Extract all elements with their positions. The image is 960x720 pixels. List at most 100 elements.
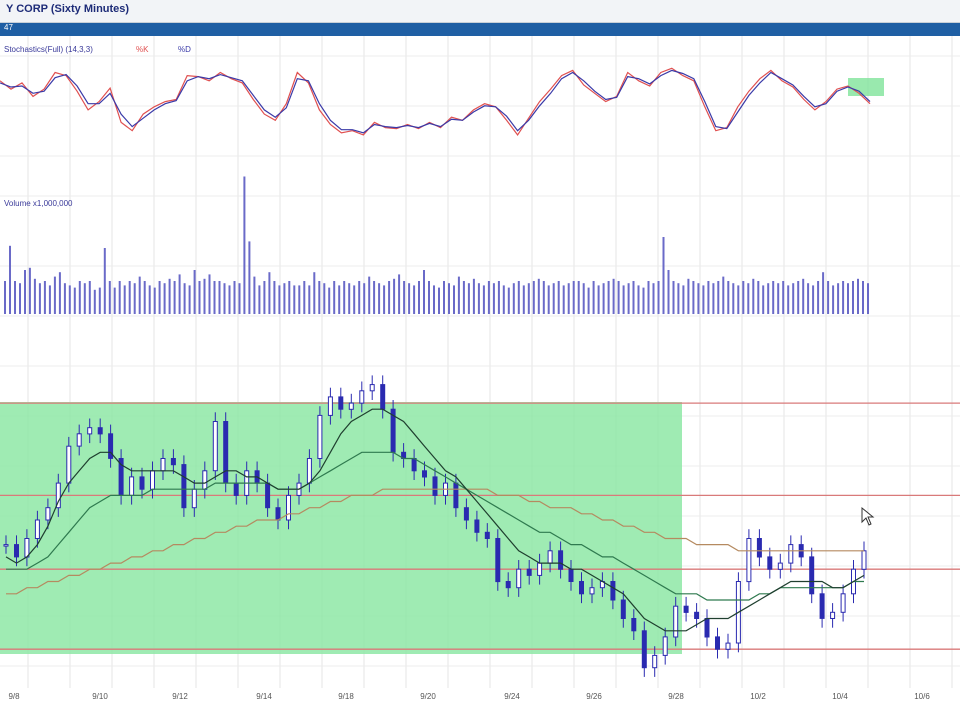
- volume-bar: [502, 285, 505, 314]
- volume-bar: [752, 278, 755, 314]
- volume-bar: [453, 285, 455, 314]
- volume-bar: [118, 281, 121, 314]
- volume-bar: [293, 285, 296, 314]
- candle-body: [715, 636, 720, 650]
- volume-bar: [632, 281, 635, 314]
- volume-bar: [817, 281, 820, 314]
- candle-body: [694, 611, 700, 619]
- candle-body: [725, 642, 731, 650]
- volume-bar: [208, 274, 211, 314]
- ma-slow-line: [6, 488, 864, 595]
- ma-fast-line: [5, 408, 865, 632]
- candle-body: [652, 654, 658, 669]
- volume-bar: [477, 283, 480, 314]
- candle-body: [641, 630, 647, 669]
- candle-body: [809, 556, 815, 595]
- volume-bar: [163, 283, 166, 314]
- x-axis-label: 9/14: [256, 692, 272, 701]
- x-axis-label: 9/12: [172, 692, 188, 701]
- volume-bar: [313, 272, 316, 314]
- candle-body: [819, 593, 825, 619]
- volume-bar: [33, 278, 36, 314]
- volume-bar: [298, 285, 301, 314]
- volume-bar: [143, 281, 146, 314]
- volume-bar: [807, 283, 810, 314]
- volume-bar: [667, 270, 670, 314]
- volume-bar: [747, 283, 750, 314]
- volume-bar: [438, 287, 440, 314]
- volume-bar: [507, 287, 510, 314]
- volume-bar: [38, 283, 41, 314]
- candle-body: [516, 568, 522, 589]
- candle-body: [861, 550, 867, 570]
- candle-body: [359, 390, 365, 404]
- candle-body: [286, 494, 291, 521]
- volume-bar: [128, 281, 131, 314]
- volume-bar: [158, 281, 161, 314]
- volume-bar: [587, 287, 590, 314]
- volume-bar: [607, 281, 610, 314]
- volume-bar: [787, 285, 790, 314]
- volume-legend-title: Volume x1,000,000: [4, 199, 73, 208]
- x-axis-label: 9/28: [668, 692, 684, 701]
- volume-bar: [707, 281, 710, 314]
- volume-bar: [822, 272, 825, 314]
- price-panel: 9/8 9/10 9/12 9/14 9/18 9/20 9/24 9/26 9/28 10/2 1…: [0, 375, 960, 701]
- volume-bar: [328, 287, 331, 314]
- candle-body: [568, 568, 574, 583]
- volume-bar: [433, 285, 435, 314]
- volume-bar: [852, 281, 854, 314]
- candle-body: [108, 433, 114, 459]
- volume-bar: [482, 285, 485, 314]
- volume-bar: [827, 281, 830, 314]
- volume-bar: [333, 281, 336, 314]
- candle-body: [170, 458, 176, 466]
- stochastics-panel: Stochastics(Full) (14,3,3) %K %D: [0, 45, 884, 136]
- candle-body: [223, 421, 229, 484]
- volume-bar: [228, 285, 231, 314]
- volume-bar: [742, 281, 745, 314]
- volume-bar: [353, 285, 356, 314]
- candle-body: [76, 433, 82, 447]
- volume-bar: [782, 281, 785, 314]
- candle-body: [265, 482, 271, 509]
- volume-bar: [767, 283, 770, 314]
- volume-bar: [428, 281, 430, 314]
- volume-bar: [792, 283, 795, 314]
- volume-bar: [527, 283, 530, 314]
- candle-body: [579, 581, 584, 595]
- window-title: Y CORP (Sixty Minutes): [6, 3, 130, 15]
- candle-body: [662, 636, 668, 656]
- volume-bar: [68, 285, 71, 314]
- candle-body: [87, 427, 93, 435]
- candle-body: [558, 550, 564, 570]
- volume-bar: [348, 283, 351, 314]
- volume-bar: [183, 283, 186, 314]
- volume-bar: [233, 281, 236, 314]
- volume-bar: [268, 272, 271, 314]
- volume-bar: [178, 274, 181, 314]
- volume-bar: [732, 283, 735, 314]
- candle-body: [788, 544, 794, 564]
- ma-mid-line: [6, 451, 864, 601]
- volume-bar: [103, 248, 106, 314]
- chart-header-bar: 47: [0, 23, 960, 36]
- candle-body: [537, 562, 543, 576]
- volume-bar: [552, 283, 555, 314]
- volume-bar: [757, 281, 760, 314]
- chart-canvas: Stochastics(Full) (14,3,3) %K %D Volume …: [0, 36, 960, 701]
- volume-bar: [288, 281, 291, 314]
- volume-bar: [188, 285, 191, 314]
- volume-bar: [542, 281, 545, 314]
- candle-body: [212, 421, 218, 472]
- volume-bar: [657, 281, 660, 314]
- volume-bar: [772, 281, 775, 314]
- candle-body: [620, 599, 626, 619]
- volume-bar: [602, 283, 605, 314]
- stoch-d-line: [0, 69, 871, 134]
- volume-bar: [577, 281, 580, 314]
- volume-bar: [153, 287, 156, 314]
- volume-bar: [722, 276, 725, 314]
- volume-bar: [457, 276, 460, 314]
- volume-bar: [672, 281, 675, 314]
